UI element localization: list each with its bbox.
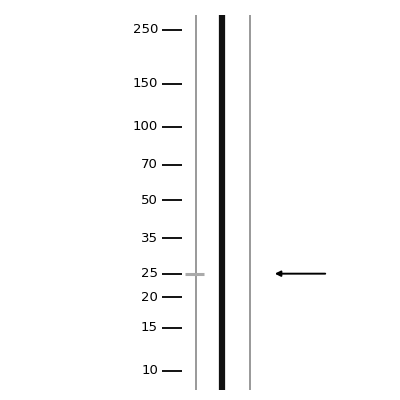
Text: 35: 35 <box>141 232 158 244</box>
Text: 100: 100 <box>133 120 158 133</box>
Text: 50: 50 <box>141 194 158 207</box>
Text: 250: 250 <box>133 23 158 36</box>
Text: 10: 10 <box>141 364 158 377</box>
Text: 70: 70 <box>141 158 158 171</box>
Text: 20: 20 <box>141 291 158 304</box>
Text: 150: 150 <box>133 77 158 90</box>
Text: 25: 25 <box>141 267 158 280</box>
Text: 15: 15 <box>141 321 158 334</box>
